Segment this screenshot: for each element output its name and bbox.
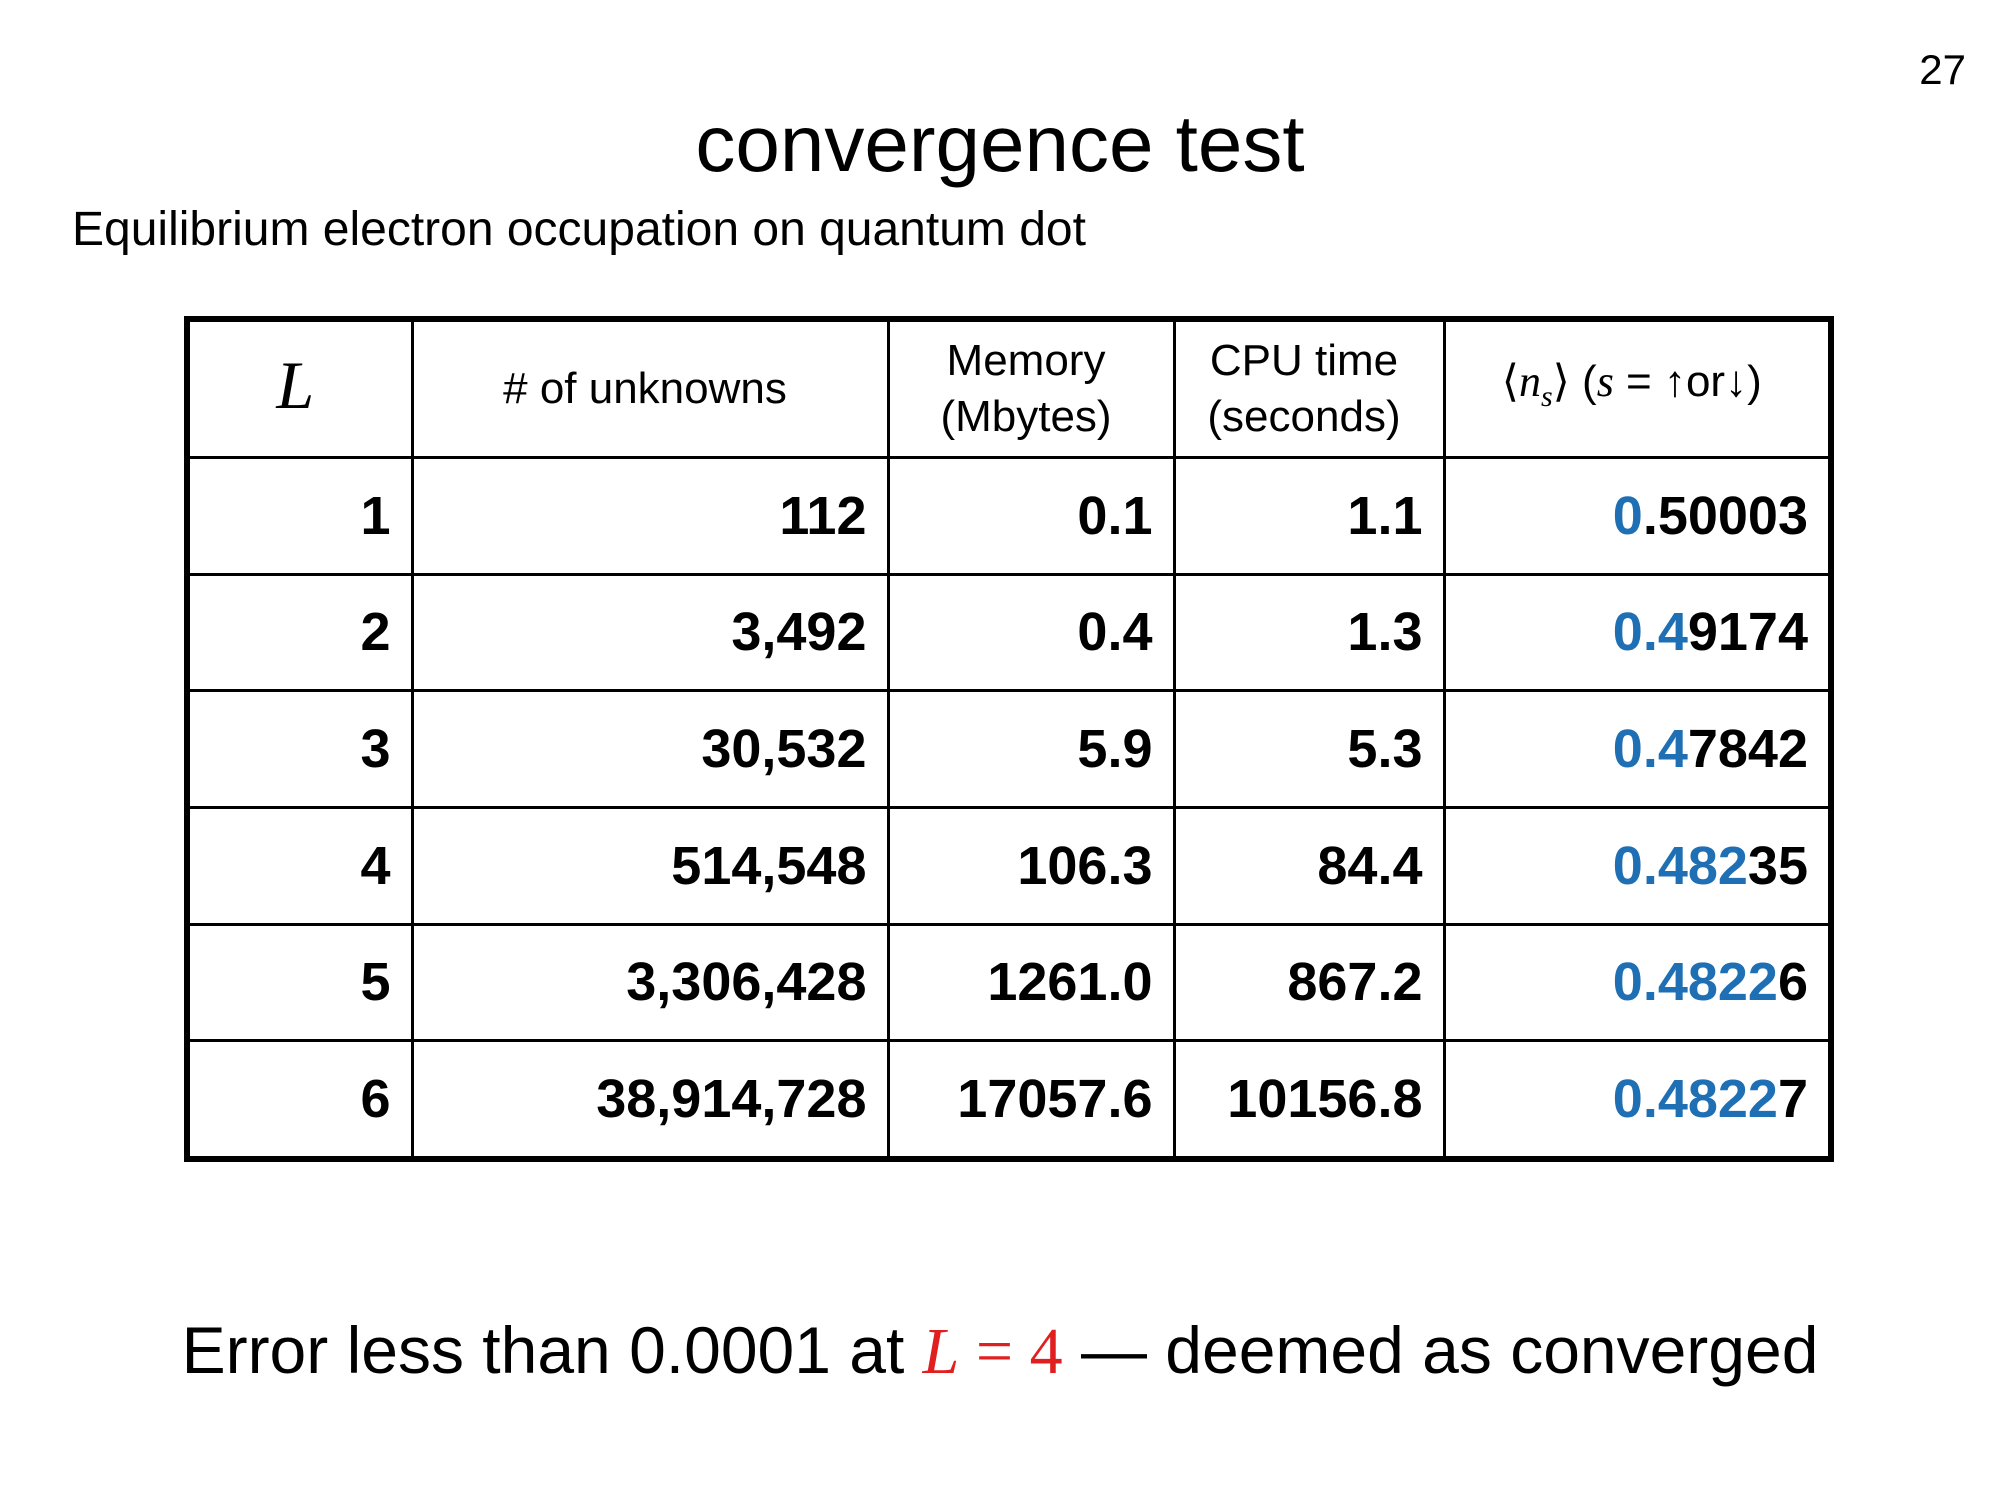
- cell-occupation: 0.50003: [1442, 456, 1833, 576]
- cell-occupation: 0.48226: [1442, 922, 1833, 1043]
- convergence-table: L # of unknowns Memory (Mbytes) CPU time(…: [184, 316, 1834, 1162]
- table-row: 6 38,914,728 17057.6 10156.8 0.48227: [185, 1039, 1833, 1161]
- table-row: 3 30,532 5.9 5.3 0.47842: [185, 689, 1833, 809]
- cell-occupation: 0.48227: [1442, 1039, 1833, 1161]
- cell-unknowns: 38,914,728: [410, 1039, 890, 1161]
- table-row: 4 514,548 106.3 84.4 0.48235: [185, 805, 1833, 926]
- cell-L: 6: [185, 1039, 414, 1161]
- table-row: 1 112 0.1 1.1 0.50003: [185, 456, 1833, 576]
- cell-cpu: 5.3: [1172, 689, 1446, 809]
- cell-memory: 5.9: [886, 689, 1176, 809]
- header-cpu-time: CPU time (seconds): [1172, 317, 1446, 459]
- conclusion-math-L: L: [922, 1315, 960, 1388]
- cell-memory: 0.4: [886, 572, 1176, 693]
- cell-cpu: 1.3: [1172, 572, 1446, 693]
- cell-L: 3: [185, 689, 414, 809]
- header-unknowns: # of unknowns: [410, 317, 890, 459]
- header-L: L: [185, 317, 414, 459]
- cell-occupation: 0.49174: [1442, 572, 1833, 693]
- cell-unknowns: 30,532: [410, 689, 890, 809]
- cell-cpu: 1.1: [1172, 456, 1446, 576]
- conclusion-text: Error less than 0.0001 at L = 4 — deemed…: [0, 1310, 2000, 1392]
- cell-unknowns: 3,492: [410, 572, 890, 693]
- cell-unknowns: 3,306,428: [410, 922, 890, 1043]
- page-number: 27: [1919, 46, 1966, 93]
- cell-cpu: 84.4: [1172, 805, 1446, 926]
- slide-title: convergence test: [695, 99, 1305, 188]
- cell-L: 2: [185, 572, 414, 693]
- cell-memory: 1261.0: [886, 922, 1176, 1043]
- cell-memory: 17057.6: [886, 1039, 1176, 1161]
- header-occupation: ⟨ns⟩ (s = ↑or↓): [1442, 317, 1833, 459]
- cell-unknowns: 514,548: [410, 805, 890, 926]
- conclusion-math-eq: =: [959, 1315, 1030, 1388]
- conclusion-math-val: 4: [1029, 1315, 1063, 1388]
- table-row: 2 3,492 0.4 1.3 0.49174: [185, 572, 1833, 693]
- cell-memory: 0.1: [886, 456, 1176, 576]
- cell-memory: 106.3: [886, 805, 1176, 926]
- slide-subtitle: Equilibrium electron occupation on quant…: [72, 203, 1086, 256]
- cell-cpu: 867.2: [1172, 922, 1446, 1043]
- cell-L: 5: [185, 922, 414, 1043]
- cell-occupation: 0.47842: [1442, 689, 1833, 809]
- cell-occupation: 0.48235: [1442, 805, 1833, 926]
- table-header-row: L # of unknowns Memory (Mbytes) CPU time(…: [185, 317, 1833, 459]
- cell-L: 4: [185, 805, 414, 926]
- header-memory: Memory (Mbytes): [886, 317, 1176, 459]
- conclusion-suffix: — deemed as converged: [1062, 1313, 1819, 1387]
- cell-cpu: 10156.8: [1172, 1039, 1446, 1161]
- table-row: 5 3,306,428 1261.0 867.2 0.48226: [185, 922, 1833, 1043]
- cell-unknowns: 112: [410, 456, 890, 576]
- conclusion-prefix: Error less than 0.0001 at: [181, 1313, 923, 1387]
- cell-L: 1: [185, 456, 414, 576]
